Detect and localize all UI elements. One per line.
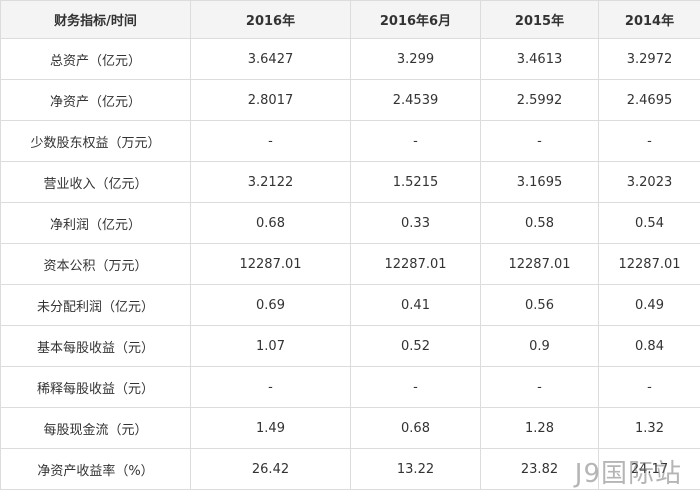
cell: 0.58 — [480, 202, 599, 244]
cell: - — [350, 120, 481, 162]
cell: 1.49 — [190, 407, 351, 449]
cell: 0.84 — [598, 325, 700, 367]
row-label: 营业收入（亿元） — [0, 161, 191, 203]
cell: 0.41 — [350, 284, 481, 326]
table-row: 稀释每股收益（元） - - - - — [0, 366, 700, 408]
row-label: 每股现金流（元） — [0, 407, 191, 449]
table-row: 净资产收益率（%） 26.42 13.22 23.82 24.17 — [0, 448, 700, 490]
header-cell: 2014年 — [598, 0, 700, 39]
cell: 3.2972 — [598, 38, 700, 80]
cell: 1.28 — [480, 407, 599, 449]
row-label: 净资产（亿元） — [0, 79, 191, 121]
watermark: J9国际站 — [574, 459, 682, 489]
table-row: 净资产（亿元） 2.8017 2.4539 2.5992 2.4695 — [0, 79, 700, 121]
cell: 1.5215 — [350, 161, 481, 203]
cell: 0.33 — [350, 202, 481, 244]
cell: 0.68 — [350, 407, 481, 449]
row-label: 未分配利润（亿元） — [0, 284, 191, 326]
cell: 2.4695 — [598, 79, 700, 121]
cell: - — [350, 366, 481, 408]
cell: 12287.01 — [598, 243, 700, 285]
cell: 3.2122 — [190, 161, 351, 203]
row-label: 净资产收益率（%） — [0, 448, 191, 490]
table-row: 营业收入（亿元） 3.2122 1.5215 3.1695 3.2023 — [0, 161, 700, 203]
cell: - — [480, 366, 599, 408]
table-row: 少数股东权益（万元） - - - - — [0, 120, 700, 162]
row-label: 总资产（亿元） — [0, 38, 191, 80]
header-row: 财务指标/时间 2016年 2016年6月 2015年 2014年 — [0, 0, 700, 39]
cell: 3.1695 — [480, 161, 599, 203]
cell: 26.42 — [190, 448, 351, 490]
cell: 13.22 — [350, 448, 481, 490]
header-cell: 财务指标/时间 — [0, 0, 191, 39]
cell: 0.52 — [350, 325, 481, 367]
table-row: 净利润（亿元） 0.68 0.33 0.58 0.54 — [0, 202, 700, 244]
cell: 0.54 — [598, 202, 700, 244]
cell: 3.299 — [350, 38, 481, 80]
cell: 0.68 — [190, 202, 351, 244]
table-body: 总资产（亿元） 3.6427 3.299 3.4613 3.2972 净资产（亿元） 2.8… — [0, 38, 700, 490]
row-label: 资本公积（万元） — [0, 243, 191, 285]
cell: 1.07 — [190, 325, 351, 367]
header-cell: 2016年6月 — [350, 0, 481, 39]
table-row: 每股现金流（元） 1.49 0.68 1.28 1.32 — [0, 407, 700, 449]
row-label: 基本每股收益（元） — [0, 325, 191, 367]
table-row: 总资产（亿元） 3.6427 3.299 3.4613 3.2972 — [0, 38, 700, 80]
cell: - — [598, 366, 700, 408]
cell: 0.69 — [190, 284, 351, 326]
cell: 3.6427 — [190, 38, 351, 80]
cell: 0.49 — [598, 284, 700, 326]
cell: 23.82 — [480, 448, 599, 490]
cell: - — [480, 120, 599, 162]
cell: 2.5992 — [480, 79, 599, 121]
header-cell: 2015年 — [480, 0, 599, 39]
cell: 3.4613 — [480, 38, 599, 80]
header-cell: 2016年 — [190, 0, 351, 39]
cell: 2.8017 — [190, 79, 351, 121]
cell: 12287.01 — [350, 243, 481, 285]
cell: 2.4539 — [350, 79, 481, 121]
cell: - — [190, 120, 351, 162]
cell: - — [190, 366, 351, 408]
cell: 1.32 — [598, 407, 700, 449]
cell: 0.56 — [480, 284, 599, 326]
cell: 12287.01 — [190, 243, 351, 285]
table-row: 未分配利润（亿元） 0.69 0.41 0.56 0.49 — [0, 284, 700, 326]
table-row: 资本公积（万元） 12287.01 12287.01 12287.01 12287.01 — [0, 243, 700, 285]
row-label: 少数股东权益（万元） — [0, 120, 191, 162]
row-label: 净利润（亿元） — [0, 202, 191, 244]
row-label: 稀释每股收益（元） — [0, 366, 191, 408]
table-row: 基本每股收益（元） 1.07 0.52 0.9 0.84 — [0, 325, 700, 367]
cell: 12287.01 — [480, 243, 599, 285]
cell: - — [598, 120, 700, 162]
cell: 3.2023 — [598, 161, 700, 203]
cell: 0.9 — [480, 325, 599, 367]
